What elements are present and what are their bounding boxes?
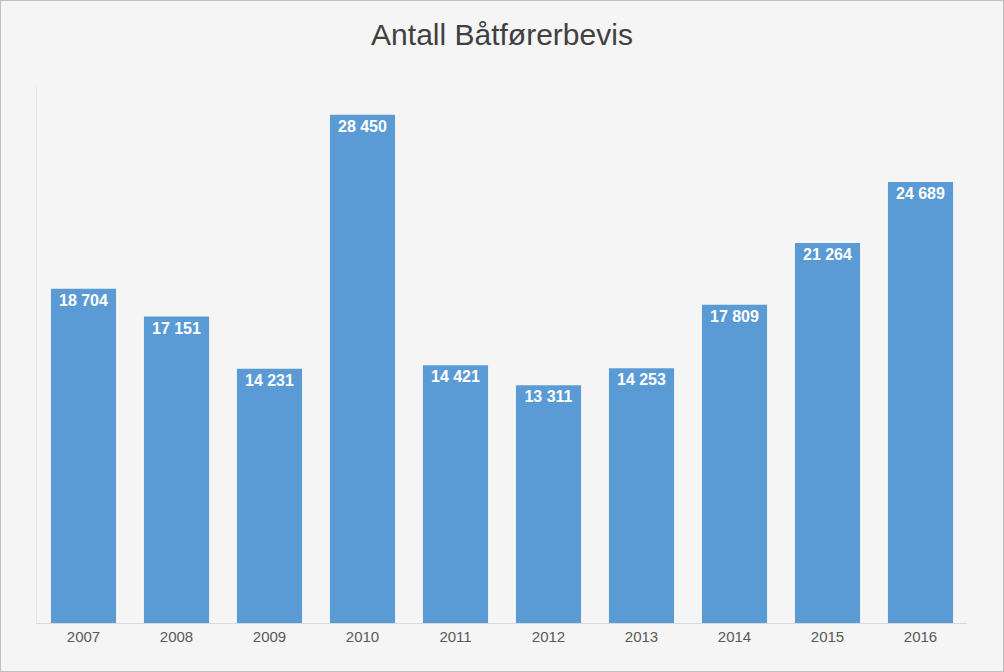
svg-text:17 809: 17 809 (710, 308, 759, 325)
svg-text:14 421: 14 421 (431, 368, 480, 385)
svg-text:14 231: 14 231 (245, 372, 294, 389)
svg-text:2008: 2008 (160, 628, 193, 645)
svg-text:2014: 2014 (718, 628, 751, 645)
svg-text:21 264: 21 264 (803, 246, 852, 263)
svg-text:2011: 2011 (439, 628, 471, 645)
svg-text:13 311: 13 311 (524, 388, 572, 405)
svg-text:2007: 2007 (67, 628, 100, 645)
svg-text:17 151: 17 151 (152, 320, 201, 337)
svg-text:2013: 2013 (625, 628, 658, 645)
svg-text:2012: 2012 (532, 628, 565, 645)
svg-text:18 704: 18 704 (59, 292, 108, 309)
svg-text:28 450: 28 450 (338, 118, 387, 135)
svg-text:Antall Båtførerbevis: Antall Båtførerbevis (371, 18, 633, 51)
svg-text:2009: 2009 (253, 628, 286, 645)
svg-text:2016: 2016 (904, 628, 937, 645)
svg-text:24 689: 24 689 (896, 185, 945, 202)
svg-text:2015: 2015 (811, 628, 844, 645)
svg-text:14 253: 14 253 (617, 371, 666, 388)
svg-text:2010: 2010 (346, 628, 379, 645)
